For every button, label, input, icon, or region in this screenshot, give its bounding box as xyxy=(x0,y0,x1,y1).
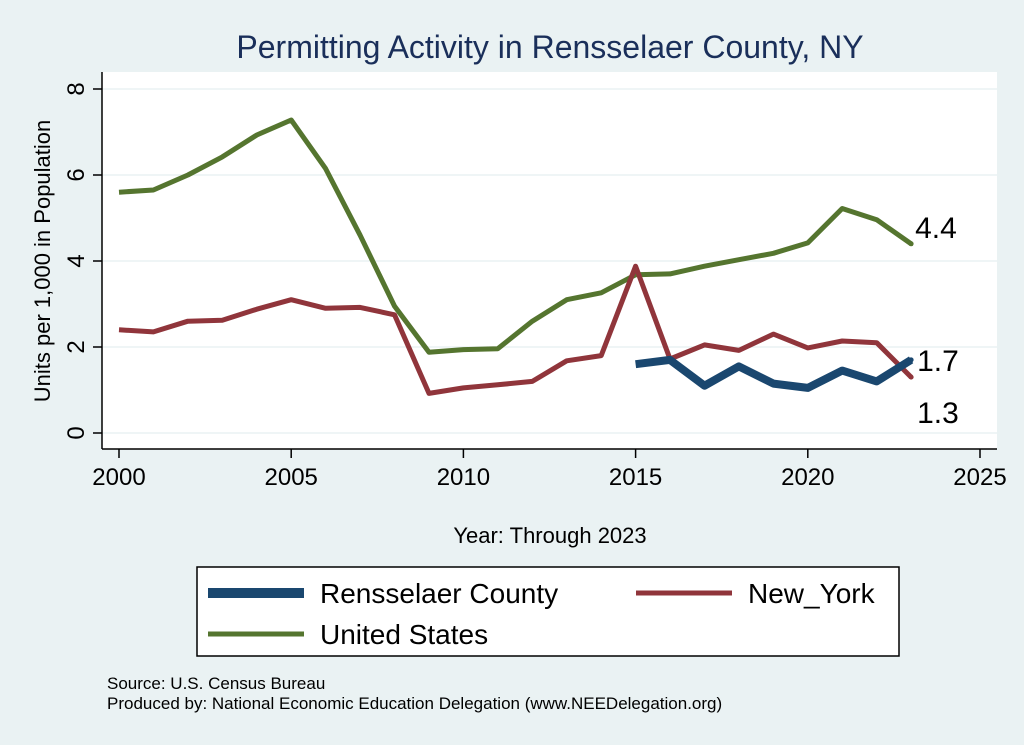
grid xyxy=(102,88,997,434)
y-tick-label: 8 xyxy=(63,82,90,95)
end-labels: 1.7 1.3 4.4 xyxy=(915,212,959,430)
y-tick-label: 6 xyxy=(63,168,90,181)
series-line-rensselaer-county xyxy=(635,355,914,392)
series-line-united-states xyxy=(118,117,913,355)
x-tick-label: 2025 xyxy=(953,464,1006,491)
end-label: 1.7 xyxy=(917,345,959,378)
legend-label: Rensselaer County xyxy=(320,578,558,609)
x-tick-label: 2000 xyxy=(92,464,145,491)
x-tick-label: 2005 xyxy=(265,464,318,491)
end-label: 4.4 xyxy=(915,212,957,245)
legend-label: United States xyxy=(320,619,488,650)
source-note: Source: U.S. Census Bureau xyxy=(107,674,325,693)
x-tick-label: 2010 xyxy=(437,464,490,491)
y-tick-label: 2 xyxy=(63,340,90,353)
x-tick-label: 2015 xyxy=(609,464,662,491)
series-end-point xyxy=(908,374,914,380)
series-line-new-york xyxy=(118,263,913,396)
x-tick-label: 2020 xyxy=(781,464,834,491)
end-label: 1.3 xyxy=(917,397,959,430)
x-axis: 2000 2005 2010 2015 2020 2025 xyxy=(92,449,1007,491)
series-lines xyxy=(118,117,914,396)
series-end-point xyxy=(908,241,914,247)
legend-label: New_York xyxy=(748,578,876,609)
series-end-point xyxy=(908,357,914,363)
y-axis: 0 2 4 6 8 xyxy=(63,82,102,440)
produced-by-note: Produced by: National Economic Education… xyxy=(107,694,722,713)
y-axis-title: Units per 1,000 in Population xyxy=(30,120,55,403)
y-tick-label: 4 xyxy=(63,254,90,267)
legend: Rensselaer County New_York United States xyxy=(196,566,900,657)
y-tick-label: 0 xyxy=(63,426,90,439)
chart-title: Permitting Activity in Rensselaer County… xyxy=(236,29,863,65)
legend-box xyxy=(196,566,900,657)
x-axis-title: Year: Through 2023 xyxy=(453,523,646,548)
